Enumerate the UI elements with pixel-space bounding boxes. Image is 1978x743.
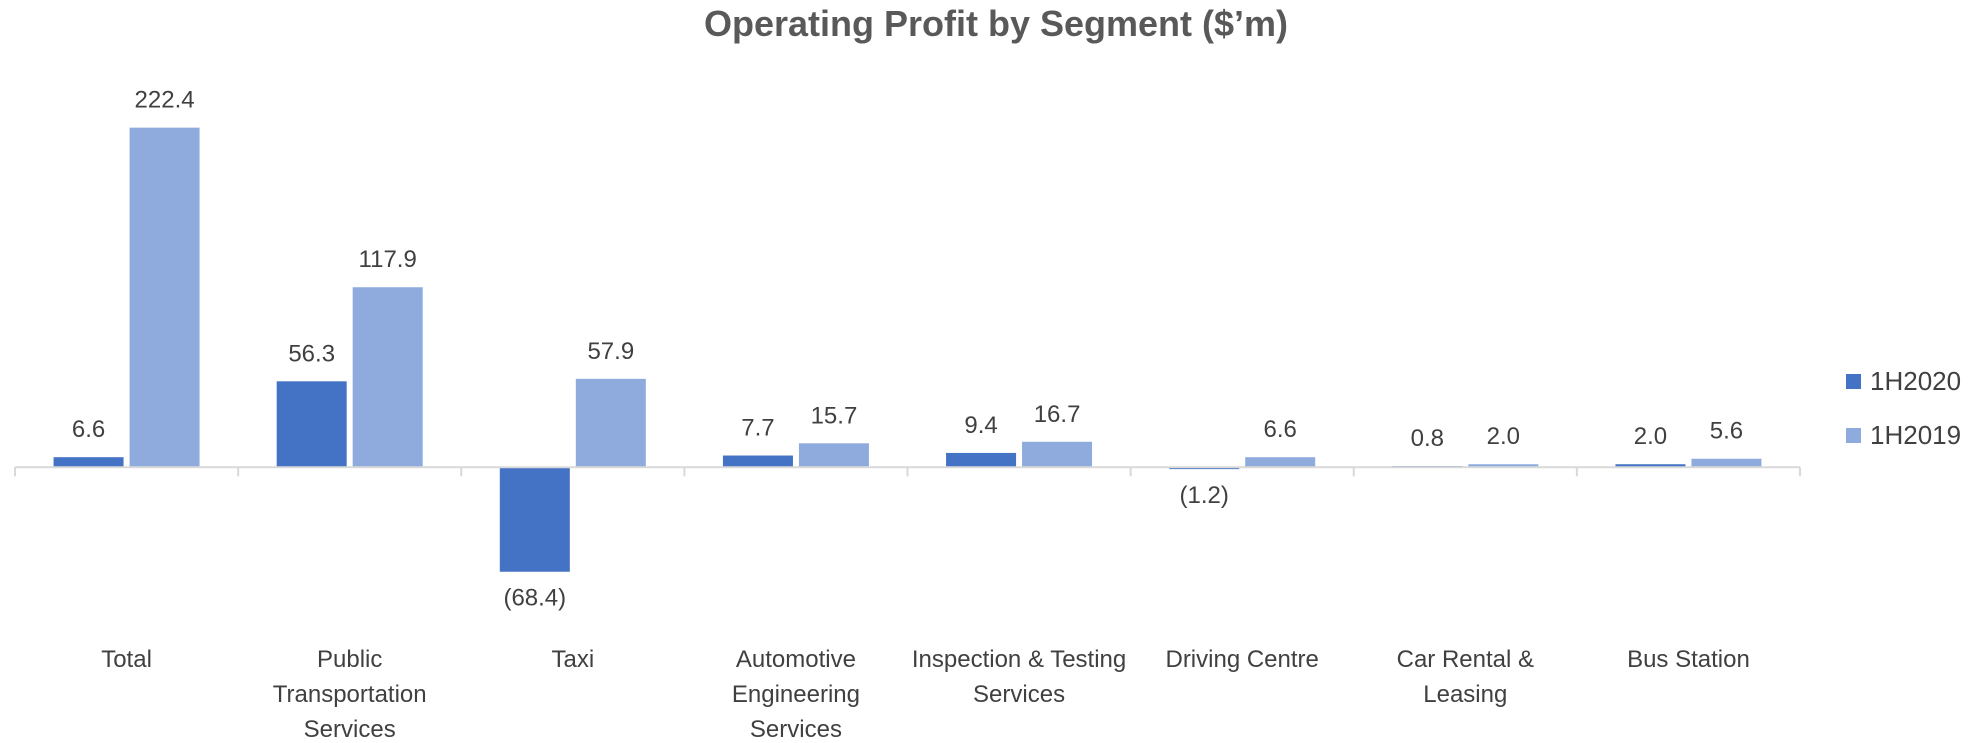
data-label: 6.6 <box>1264 416 1297 443</box>
data-label: 15.7 <box>811 402 858 429</box>
legend-swatch <box>1846 428 1861 443</box>
x-tick-label: Inspection & Testing Services <box>911 646 1127 708</box>
x-tick-label: Driving Centre <box>1165 646 1319 673</box>
bar <box>499 467 570 572</box>
data-label: 7.7 <box>741 415 774 442</box>
data-label: 6.6 <box>72 416 105 443</box>
chart-title: Operating Profit by Segment ($’m) <box>704 3 1288 44</box>
x-tick-label: Public Transportation Services <box>272 646 427 743</box>
bar <box>1468 464 1539 468</box>
legend-label: 1H2020 <box>1870 366 1961 396</box>
data-label: 16.7 <box>1034 401 1081 428</box>
x-tick-label: Total <box>101 646 152 673</box>
x-tick-label: Taxi <box>551 646 595 673</box>
bar <box>129 127 200 468</box>
data-label: (1.2) <box>1180 482 1229 509</box>
data-label: 2.0 <box>1634 423 1667 450</box>
data-label: 56.3 <box>288 340 335 367</box>
bar <box>946 452 1017 468</box>
bar <box>798 443 869 468</box>
bar <box>575 378 646 468</box>
data-label: 2.0 <box>1487 423 1520 450</box>
data-label: 222.4 <box>135 87 195 114</box>
bar <box>1245 457 1316 468</box>
legend-swatch <box>1846 374 1861 389</box>
bar <box>1022 441 1093 468</box>
x-tick-label: Car Rental & Leasing <box>1396 646 1534 708</box>
bar <box>722 455 793 468</box>
data-label: 5.6 <box>1710 418 1743 445</box>
bar <box>53 457 124 468</box>
data-label: (68.4) <box>503 585 566 612</box>
bar <box>276 381 347 468</box>
bar <box>1691 458 1762 468</box>
x-tick-label: Bus Station <box>1627 646 1750 673</box>
bar <box>352 287 423 468</box>
data-label: 0.8 <box>1411 425 1444 452</box>
data-label: 117.9 <box>359 246 417 273</box>
x-tick-label: Automotive Engineering Services <box>731 646 860 743</box>
data-label: 57.9 <box>587 338 634 365</box>
bar <box>1615 464 1686 468</box>
legend-label: 1H2019 <box>1870 420 1961 450</box>
data-label: 9.4 <box>964 412 997 439</box>
